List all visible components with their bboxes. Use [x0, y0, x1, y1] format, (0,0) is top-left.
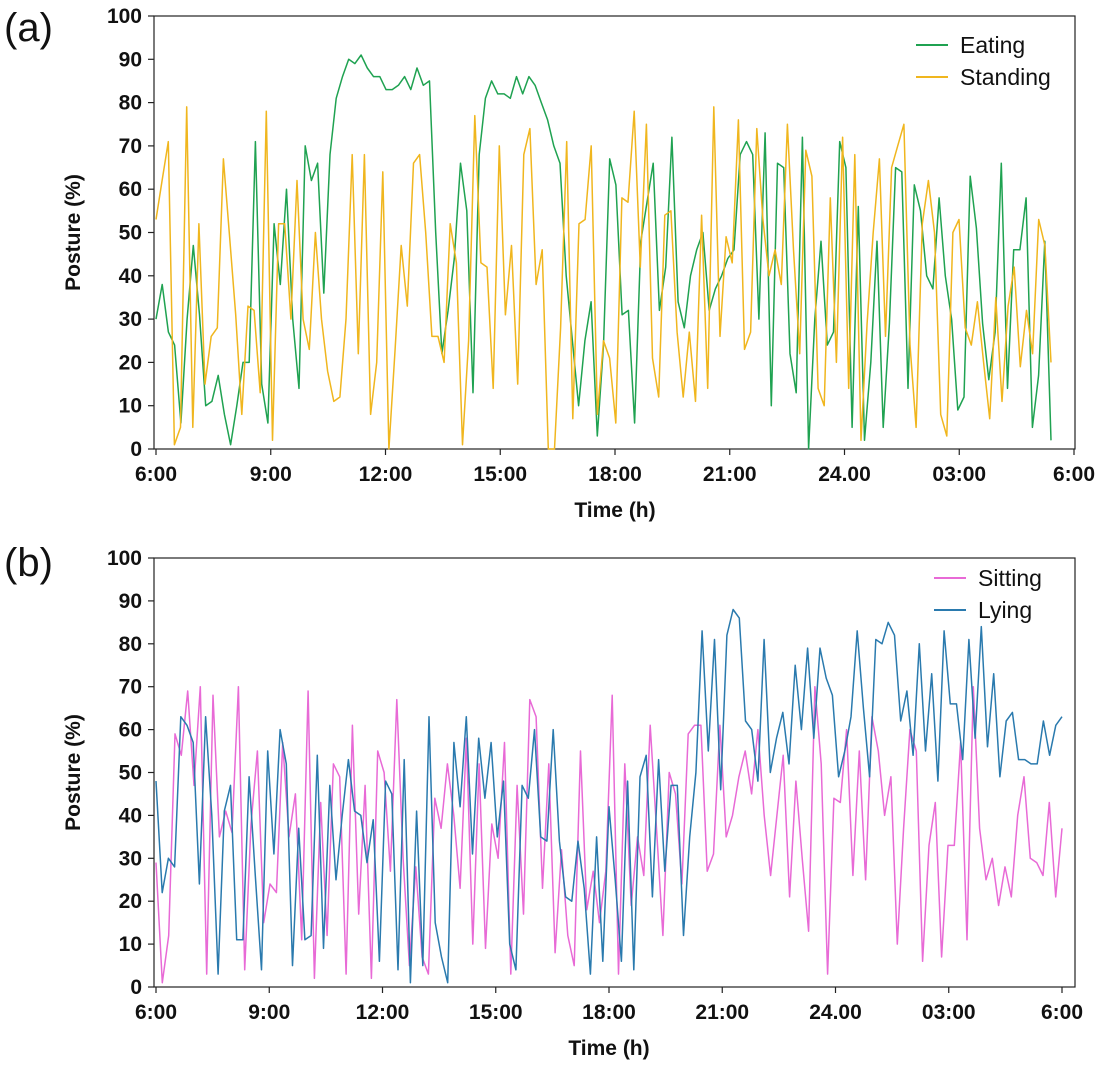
y-tick-label: 0 — [130, 438, 142, 461]
x-tick-label: 6:00 — [1053, 463, 1095, 486]
y-axis-title: Posture (%) — [62, 174, 85, 291]
chart-b: 0 10 20 30 40 50 60 70 80 90 100 6:00 9:00 12:00 15:00… — [62, 547, 1083, 1060]
x-tick-label: 6:00 — [135, 463, 177, 486]
y-tick-label: 30 — [119, 847, 142, 870]
series-line-lying — [155, 608, 1063, 984]
y-tick-label: 10 — [119, 395, 142, 418]
y-tick-label: 50 — [119, 222, 142, 245]
x-tick-label: 24.00 — [809, 1001, 862, 1024]
y-tick-label: 90 — [119, 48, 142, 71]
x-tick-label: 21:00 — [703, 463, 757, 486]
y-tick-label: 70 — [119, 676, 142, 699]
panel-label: (b) — [4, 541, 53, 585]
x-tick-label: 18:00 — [582, 1001, 636, 1024]
y-tick-label: 80 — [119, 92, 142, 115]
x-axis-title: Time (h) — [568, 1037, 649, 1060]
y-tick-label: 20 — [119, 351, 142, 374]
x-tick-label: 24.00 — [818, 463, 871, 486]
y-tick-label: 0 — [130, 976, 142, 999]
x-tick-label: 12:00 — [359, 463, 413, 486]
legend-label: Sitting — [978, 565, 1042, 591]
chart-panel-a: (a) 0 10 20 30 40 50 60 70 80 90 100 6:00 9:00 12:00 1… — [0, 0, 1103, 534]
y-tick-label: 60 — [119, 719, 142, 742]
x-tick-label: 6:00 — [135, 1001, 177, 1024]
x-tick-label: 15:00 — [469, 1001, 523, 1024]
y-tick-label: 30 — [119, 308, 142, 331]
x-tick-label: 03:00 — [932, 463, 986, 486]
chart-a: 0 10 20 30 40 50 60 70 80 90 100 6:00 9:00 12:00 15:00… — [62, 5, 1095, 522]
x-tick-label: 9:00 — [248, 1001, 290, 1024]
x-tick-label: 03:00 — [922, 1001, 976, 1024]
x-tick-label: 15:00 — [473, 463, 527, 486]
x-axis-title: Time (h) — [574, 499, 655, 522]
x-tick-label: 6:00 — [1041, 1001, 1083, 1024]
y-tick-label: 20 — [119, 890, 142, 913]
y-tick-label: 40 — [119, 265, 142, 288]
legend-label: Eating — [960, 32, 1025, 58]
y-tick-label: 90 — [119, 590, 142, 613]
y-tick-label: 10 — [119, 933, 142, 956]
x-tick-label: 9:00 — [250, 463, 292, 486]
x-tick-label: 18:00 — [588, 463, 642, 486]
y-tick-label: 100 — [107, 5, 142, 28]
panel-label: (a) — [4, 6, 53, 50]
y-tick-label: 100 — [107, 547, 142, 570]
series-line-standing — [155, 106, 1052, 450]
y-tick-label: 70 — [119, 135, 142, 158]
legend-label: Lying — [978, 597, 1032, 623]
y-tick-label: 50 — [119, 762, 142, 785]
y-axis-title: Posture (%) — [62, 714, 85, 831]
x-tick-label: 12:00 — [356, 1001, 410, 1024]
chart-panel-b: (b) 0 10 20 30 40 50 60 70 80 90 100 6:00 9:00 12:00 1… — [0, 535, 1103, 1069]
x-tick-label: 21:00 — [695, 1001, 749, 1024]
y-tick-label: 60 — [119, 178, 142, 201]
y-tick-label: 80 — [119, 633, 142, 656]
legend-label: Standing — [960, 64, 1051, 90]
y-tick-label: 40 — [119, 804, 142, 827]
